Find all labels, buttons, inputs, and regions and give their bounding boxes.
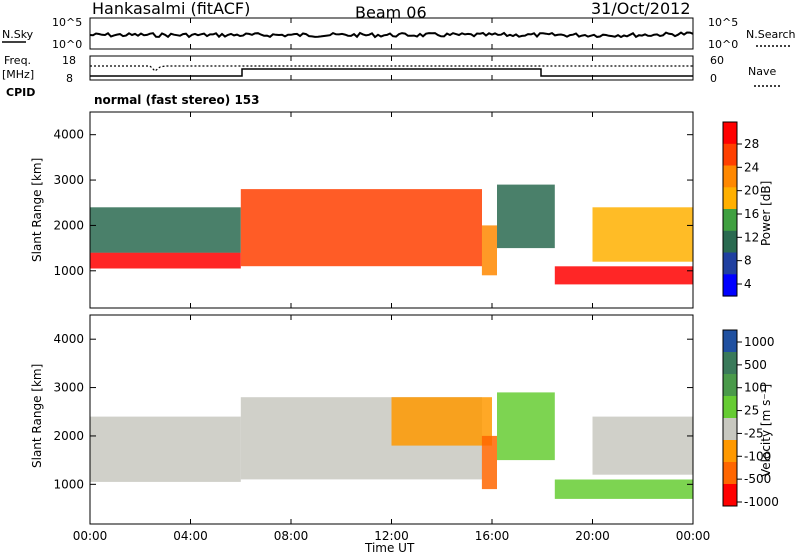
nsearch-tick-bottom: 10^0 [708, 38, 738, 51]
nsky-tick-bottom: 10^0 [52, 38, 82, 51]
velocity-colorbar-tick-label: 25 [744, 404, 759, 418]
date-title: 31/Oct/2012 [591, 0, 691, 18]
velocity-colorbar-swatch [723, 330, 737, 353]
velocity-ytick-label: 4000 [53, 332, 84, 346]
power-colorbar-swatch [723, 122, 737, 145]
power-colorbar-tick-label: 28 [744, 137, 759, 151]
velocity-colorbar-tick-label: 1000 [744, 335, 775, 349]
nave-trace [90, 65, 693, 72]
nsearch-tick-top: 10^5 [708, 16, 738, 29]
nsky-label: N.Sky [2, 28, 34, 41]
power-colorbar-tick-label: 12 [744, 230, 759, 244]
velocity-echo-band [391, 397, 492, 446]
cpid-value: normal (fast stereo) 153 [94, 93, 260, 107]
freq-unit: [MHz] [2, 68, 34, 81]
velocity-echo-band [497, 392, 555, 461]
xtick-label: 04:00 [173, 529, 208, 543]
nsky-trace [89, 31, 694, 39]
velocity-colorbar-tick-label: -1000 [744, 495, 779, 509]
nave-tick-bottom: 0 [710, 72, 717, 85]
power-ytick-label: 1000 [53, 264, 84, 278]
xtick-label: 20:00 [575, 529, 610, 543]
freq-trace [90, 68, 693, 77]
power-colorbar-tick-label: 8 [744, 254, 752, 268]
nave-label: Nave [748, 65, 776, 78]
velocity-ytick-label: 1000 [53, 477, 84, 491]
power-colorbar: 28 24 20 16 12 8 4 Power [dB] [722, 121, 773, 297]
velocity-colorbar-tick-label: -100 [744, 449, 771, 463]
power-ytick-label: 2000 [53, 218, 84, 232]
power-colorbar-swatch [723, 165, 737, 188]
velocity-colorbar-swatch [723, 418, 737, 441]
power-colorbar-swatch [723, 274, 737, 297]
velocity-colorbar-swatch [723, 484, 737, 507]
power-echo-band [90, 252, 241, 269]
freq-tick-top: 18 [62, 54, 76, 67]
xtick-label: 00:00 [73, 529, 108, 543]
power-colorbar-swatch [723, 187, 737, 210]
power-ytick-label: 4000 [53, 128, 84, 142]
power-colorbar-swatch [723, 252, 737, 275]
velocity-colorbar-tick-label: -25 [744, 426, 764, 440]
xaxis-label: Time UT [364, 541, 415, 554]
velocity-colorbar-swatch [723, 352, 737, 375]
power-echo-band [90, 207, 241, 253]
power-colorbar-label: Power [dB] [759, 181, 773, 246]
velocity-colorbar-tick-label: 500 [744, 358, 767, 372]
beam-title: Beam 06 [355, 3, 427, 22]
power-panel: 4000 3000 2000 1000 Slant Range [km] [30, 111, 694, 309]
freq-panel: Freq. [MHz] 18 8 60 0 Nave [2, 54, 780, 87]
power-echo-band [497, 184, 555, 249]
velocity-colorbar-swatch [723, 396, 737, 419]
power-colorbar-swatch [723, 143, 737, 167]
power-colorbar-swatch [723, 230, 737, 254]
velocity-echo-band [592, 416, 693, 475]
velocity-colorbar-label: Velocity [m s⁻¹] [759, 384, 773, 477]
nave-tick-top: 60 [710, 54, 724, 67]
freq-tick-bottom: 8 [66, 72, 73, 85]
power-echo-band [592, 207, 693, 262]
velocity-colorbar-swatch [723, 374, 737, 397]
xtick-label: 00:00 [676, 529, 711, 543]
velocity-echo-band [481, 435, 497, 490]
velocity-colorbar-tick-label: -500 [744, 472, 771, 486]
velocity-echo-bands [90, 392, 693, 499]
nsearch-label: N.Search [746, 28, 796, 41]
cpid-label: CPID [6, 86, 35, 99]
power-echo-band [554, 266, 693, 285]
nsky-tick-top: 10^5 [52, 16, 82, 29]
velocity-colorbar-swatch [723, 462, 737, 485]
power-colorbar-tick-label: 4 [744, 277, 752, 291]
freq-label: Freq. [4, 54, 31, 67]
velocity-colorbar-tick-label: 100 [744, 381, 767, 395]
velocity-ytick-label: 2000 [53, 429, 84, 443]
power-colorbar-tick-label: 16 [744, 207, 759, 221]
velocity-ytick-label: 3000 [53, 381, 84, 395]
velocity-echo-band [90, 416, 241, 482]
station-title: Hankasalmi (fitACF) [92, 0, 250, 18]
velocity-panel: 4000 3000 2000 1000 Slant Range [km] [30, 314, 694, 525]
power-echo-band [481, 225, 497, 276]
velocity-echo-band [554, 479, 693, 499]
velocity-y-ticks: 4000 3000 2000 1000 [53, 332, 693, 491]
power-echo-band [240, 189, 482, 267]
power-colorbar-tick-label: 24 [744, 160, 759, 174]
velocity-ylabel: Slant Range [km] [30, 364, 44, 468]
velocity-colorbar-swatch [723, 440, 737, 463]
time-axis: 00:00 04:00 08:00 12:00 16:00 20:00 00:00 [73, 18, 711, 543]
power-y-ticks: 4000 3000 2000 1000 [53, 128, 693, 278]
xtick-label: 08:00 [274, 529, 309, 543]
power-ylabel: Slant Range [km] [30, 158, 44, 262]
power-colorbar-swatch [723, 209, 737, 232]
xtick-label: 16:00 [475, 529, 510, 543]
power-ytick-label: 3000 [53, 173, 84, 187]
power-colorbar-tick-label: 20 [744, 184, 759, 198]
power-echo-bands [90, 184, 693, 285]
velocity-colorbar: 1000 500 100 25 -25 -100 -500 -1000 Velocity [m… [722, 329, 779, 509]
xtick-label: 12:00 [374, 529, 409, 543]
